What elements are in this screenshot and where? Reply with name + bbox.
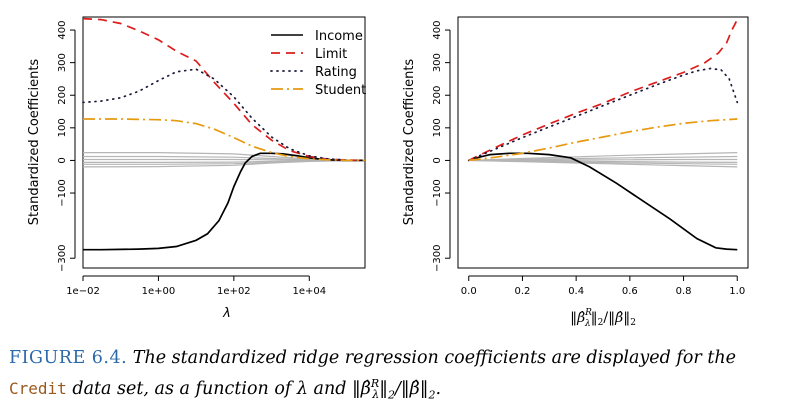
right-x-axis-title: ‖β̂R λ‖2/‖β̂‖2 [570,308,636,329]
right-x-ticks: 0.0 0.2 0.4 0.6 0.8 1.0 [461,275,745,297]
legend-label-income: Income [315,29,363,44]
right-x-tick-label: 0.6 [622,286,638,297]
left-series-line-student [83,118,365,162]
left-y-tick-label: 100 [57,118,68,137]
right-x-tick-label: 0.0 [461,286,477,297]
legend: Income Limit Rating Student [270,29,366,98]
left-y-tick-label: −100 [57,179,68,206]
right-x-tick-label: 0.2 [514,286,530,297]
right-x-tick-label: 0.8 [676,286,692,297]
left-series-line-rating [82,68,366,162]
left-x-tick-label: 1e+00 [142,286,176,297]
left-x-tick-label: 1e−02 [66,286,100,297]
right-y-ticks: −300 −100 0 100 200 300 400 [432,20,451,272]
left-series-line-other-9 [82,159,366,168]
right-x-tick-label: 0.4 [568,286,584,297]
right-panel: 0.0 0.2 0.4 0.6 0.8 1.0 −300 −100 0 100 200 300 400… [402,16,749,329]
left-y-tick-label: 0 [57,157,68,163]
right-y-tick-label: 400 [432,20,443,39]
left-y-tick-label: 400 [57,20,68,39]
right-series-line-limit [468,19,739,162]
legend-label-rating: Rating [315,65,357,80]
right-series-line-other-4 [468,152,738,161]
left-series-line-income [83,152,365,251]
left-x-ticks: 1e−02 1e+00 1e+02 1e+04 [66,275,326,297]
left-series-lines [82,17,366,251]
left-series-line-limit [82,17,366,162]
legend-label-limit: Limit [315,47,347,62]
right-series-lines [467,19,739,251]
right-y-tick-label: 0 [432,157,443,163]
svg-text:‖β̂Rλ‖2/‖β̂‖2: ‖β̂R λ‖2/‖β̂‖2 [570,308,636,329]
right-plot-frame [457,16,749,269]
caption-label: FIGURE 6.4. [9,348,128,368]
left-y-ticks: −300 −100 0 100 200 300 400 [57,20,76,272]
caption-text-1: The standardized ridge regression coeffi… [132,348,736,368]
left-y-tick-label: 300 [57,53,68,72]
left-y-tick-label: 200 [57,86,68,105]
left-panel: 1e−02 1e+00 1e+02 1e+04 −300 −100 0 100 200 300 4… [27,16,366,321]
right-series-line-other-9 [468,159,738,168]
right-y-axis-title: Standardized Coefficients [402,59,417,226]
legend-label-student: Student [315,83,366,98]
left-plot-frame [82,16,366,269]
left-y-axis-title: Standardized Coefficients [27,59,42,226]
right-y-tick-label: −300 [432,244,443,271]
right-y-tick-label: 200 [432,86,443,105]
right-series-line-income [468,152,738,251]
left-x-axis-title: λ [222,306,231,321]
caption-code: Credit [9,378,67,398]
left-y-tick-label: −300 [57,244,68,271]
right-x-tick-label: 1.0 [729,286,745,297]
figure-caption: FIGURE 6.4. The standardized ridge regre… [9,346,781,407]
right-series-line-student [468,118,738,162]
right-y-tick-label: 100 [432,118,443,137]
caption-text-2: data set, as a function of λ and ‖β̂Rλ‖2… [72,377,442,402]
left-x-tick-label: 1e+02 [217,286,251,297]
figure-canvas: 1e−02 1e+00 1e+02 1e+04 −300 −100 0 100 200 300 4… [27,16,749,329]
right-y-tick-label: 300 [432,53,443,72]
right-series-line-rating [467,67,739,162]
right-y-tick-label: −100 [432,179,443,206]
left-x-tick-label: 1e+04 [292,286,326,297]
